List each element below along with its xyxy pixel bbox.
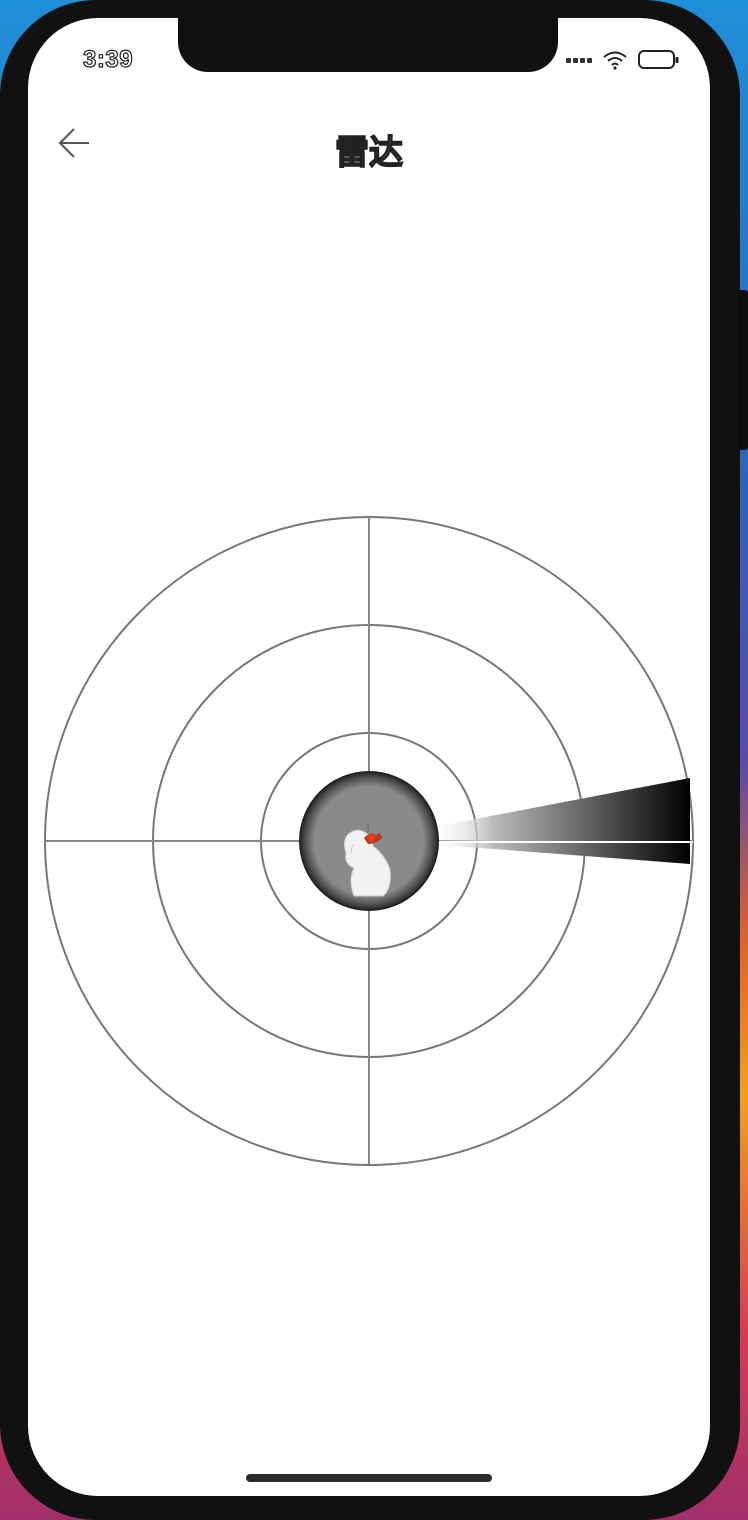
radar-sweep-beam <box>428 778 690 864</box>
navigation-bar: 雷达 <box>28 113 710 173</box>
status-icons <box>566 48 680 72</box>
arrow-left-icon <box>58 128 89 158</box>
phone-screen: 3:39 雷达 <box>28 18 710 1496</box>
page-title: 雷达 <box>334 133 403 172</box>
battery-icon <box>638 50 679 69</box>
cellular-signal-icon <box>566 57 592 63</box>
wifi-icon <box>603 51 627 70</box>
phone-side-button <box>738 290 748 450</box>
status-time: 3:39 <box>82 45 134 73</box>
user-avatar[interactable] <box>344 824 391 897</box>
home-indicator[interactable] <box>246 1474 492 1482</box>
notch <box>178 18 558 72</box>
back-button[interactable] <box>54 123 94 163</box>
radar-view <box>44 516 694 1166</box>
